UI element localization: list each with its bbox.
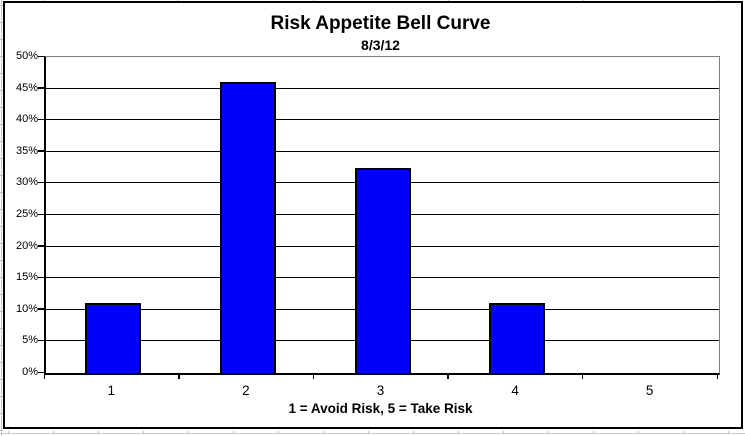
spreadsheet-column-tick <box>638 431 639 434</box>
x-category-label: 4 <box>511 383 519 398</box>
spreadsheet-row-tick <box>0 192 3 193</box>
y-axis-tick-label: 45% <box>15 81 38 94</box>
y-axis-tick <box>38 371 44 373</box>
x-axis-tick <box>581 374 584 379</box>
spreadsheet-column-tick <box>233 431 234 434</box>
spreadsheet-column-tick <box>503 431 504 434</box>
spreadsheet-row-tick <box>0 311 3 312</box>
spreadsheet-column-tick <box>548 431 549 434</box>
plot-area <box>44 56 720 375</box>
x-axis-tick <box>447 374 449 379</box>
spreadsheet-column-tick <box>323 431 324 434</box>
spreadsheet-row-tick <box>0 294 3 295</box>
spreadsheet-column-tick <box>8 431 9 434</box>
y-axis-tick <box>38 245 44 247</box>
spreadsheet-row-tick <box>0 158 3 159</box>
x-category-label: 5 <box>645 383 654 398</box>
x-category-label: 2 <box>242 383 250 398</box>
y-axis-tick-label: 40% <box>15 113 38 126</box>
spreadsheet-column-tick <box>278 431 279 434</box>
spreadsheet-row-tick <box>0 379 3 380</box>
spreadsheet-column-tick <box>413 431 414 434</box>
bar <box>85 303 141 373</box>
y-axis-tick-label: 15% <box>15 271 38 284</box>
spreadsheet-row-tick <box>0 124 3 125</box>
spreadsheet-row-tick <box>0 22 3 23</box>
spreadsheet-row-tick <box>0 362 3 363</box>
gridline <box>46 150 719 152</box>
spreadsheet-row-tick <box>0 430 3 431</box>
spreadsheet-row-tick <box>0 90 3 91</box>
bar <box>355 168 411 373</box>
spreadsheet-column-tick <box>593 431 594 434</box>
y-axis-tick-label: 50% <box>15 50 38 62</box>
y-axis-tick-label: 10% <box>15 302 38 315</box>
spreadsheet-row-tick <box>0 260 3 261</box>
x-axis-tick <box>312 374 315 379</box>
spreadsheet-row-tick <box>0 175 3 176</box>
y-axis-tick <box>38 276 44 279</box>
spreadsheet-column-tick <box>728 431 729 434</box>
spreadsheet-column-tick <box>458 431 459 434</box>
spreadsheet-column-tick <box>368 431 369 434</box>
chart-title: Risk Appetite Bell Curve <box>270 13 491 34</box>
spreadsheet-row-tick <box>0 328 3 329</box>
spreadsheet-row-tick <box>0 226 3 227</box>
spreadsheet-row-tick <box>0 141 3 142</box>
x-axis-title: 1 = Avoid Risk, 5 = Take Risk <box>288 401 473 416</box>
bar <box>489 303 545 373</box>
spreadsheet-row-tick <box>0 73 3 74</box>
y-axis-tick <box>38 87 44 89</box>
y-axis-tick-label: 0% <box>22 366 38 378</box>
x-category-label: 3 <box>376 383 385 398</box>
spreadsheet-row-tick <box>0 345 3 346</box>
chart-subtitle: 8/3/12 <box>361 37 400 53</box>
y-axis-tick-label: 5% <box>22 334 38 347</box>
x-axis-tick <box>716 374 718 379</box>
gridline <box>46 87 719 89</box>
spreadsheet-row-tick <box>0 5 3 6</box>
y-axis-tick-label: 20% <box>15 239 38 252</box>
y-axis-tick-label: 35% <box>15 144 38 157</box>
y-axis-tick <box>38 118 44 121</box>
spreadsheet-column-tick <box>683 431 684 434</box>
y-axis-tick <box>38 181 44 184</box>
spreadsheet-column-tick <box>98 431 99 434</box>
x-category-label: 1 <box>107 383 116 398</box>
y-axis-tick <box>38 55 44 57</box>
x-axis-tick <box>43 374 45 379</box>
spreadsheet-column-tick <box>53 431 54 434</box>
spreadsheet-row-tick <box>0 277 3 278</box>
x-axis-tick <box>178 374 180 379</box>
spreadsheet-row-tick <box>0 396 3 397</box>
spreadsheet-row-tick <box>0 56 3 57</box>
spreadsheet-row-tick <box>0 243 3 244</box>
spreadsheet-column-line <box>1 0 2 436</box>
spreadsheet-column-tick <box>143 431 144 434</box>
spreadsheet-row-tick <box>0 107 3 108</box>
gridline <box>46 119 719 121</box>
y-axis-tick <box>38 308 44 310</box>
y-axis-tick <box>38 213 44 215</box>
spreadsheet-row-line <box>0 433 745 434</box>
spreadsheet-row-tick <box>0 39 3 40</box>
chart-frame: Risk Appetite Bell Curve 8/3/12 0% 5% 10% 1… <box>3 1 743 429</box>
y-axis-tick <box>38 339 44 342</box>
spreadsheet-row-tick <box>0 209 3 210</box>
spreadsheet-row-tick <box>0 413 3 414</box>
y-axis-tick <box>38 150 44 152</box>
y-axis-tick-label: 30% <box>15 176 38 189</box>
bar <box>220 82 276 373</box>
y-axis-tick-label: 25% <box>15 208 38 220</box>
spreadsheet-column-tick <box>188 431 189 434</box>
